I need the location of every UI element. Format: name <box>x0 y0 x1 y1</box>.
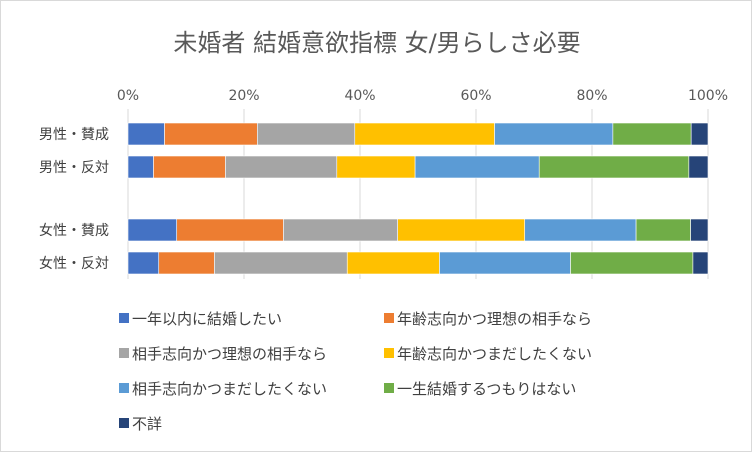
legend-swatch <box>119 418 129 428</box>
bar-segment <box>635 218 691 242</box>
bar-segment <box>225 155 338 179</box>
category-label: 女性・賛成 <box>39 222 109 239</box>
bar-segment <box>692 251 709 275</box>
bar-segment <box>354 122 495 146</box>
legend-label: 一生結婚するつもりはない <box>397 380 576 398</box>
legend-swatch <box>119 383 129 393</box>
bar-segment <box>127 122 165 146</box>
legend-label: 年齢志向かつ理想の相手なら <box>397 310 592 328</box>
category-label: 男性・反対 <box>39 160 109 176</box>
x-tick-label: 20% <box>228 88 259 104</box>
bar-segment <box>176 218 284 242</box>
bar-segment <box>538 155 690 179</box>
bars <box>127 122 709 275</box>
bar-segment <box>153 155 226 179</box>
category-label: 男性・賛成 <box>39 127 109 143</box>
x-axis-ticks: 0% 20% 40% 60% 80% 100% <box>117 88 728 104</box>
bar-segment <box>257 122 356 146</box>
legend-swatch <box>384 313 394 323</box>
x-tick-label: 100% <box>688 88 728 104</box>
x-tick-label: 40% <box>344 88 375 104</box>
category-label: 女性・反対 <box>39 255 109 272</box>
bar-segment <box>439 251 571 275</box>
bar-segment <box>524 218 637 242</box>
bar-segment <box>127 155 154 179</box>
bar-segment <box>346 251 440 275</box>
bar-segment <box>158 251 215 275</box>
bar-segment <box>570 251 694 275</box>
bar-segment <box>688 155 709 179</box>
bar-segment <box>414 155 540 179</box>
x-tick-label: 60% <box>460 88 491 104</box>
chart-title: 未婚者 結婚意欲指標 女/男らしさ必要 <box>173 29 580 57</box>
legend-label: 年齢志向かつまだしたくない <box>397 345 592 363</box>
bar-segment <box>127 218 178 242</box>
bar-segment <box>612 122 692 146</box>
bar-segment <box>690 122 709 146</box>
bar-segment <box>397 218 526 242</box>
x-tick-label: 80% <box>576 88 607 104</box>
x-tick-label: 0% <box>117 88 139 104</box>
bar-segment <box>336 155 416 179</box>
bar-segment <box>494 122 614 146</box>
legend-label: 不詳 <box>132 415 162 433</box>
bar-segment <box>214 251 348 275</box>
legend-label: 一年以内に結婚したい <box>132 310 282 328</box>
legend-swatch <box>119 348 129 358</box>
legend-swatch <box>384 348 394 358</box>
legend-swatch <box>384 383 394 393</box>
bar-segment <box>164 122 258 146</box>
legend-swatch <box>119 313 129 323</box>
bar-segment <box>690 218 709 242</box>
legend-label: 相手志向かつ理想の相手なら <box>132 345 327 363</box>
bar-segment <box>127 251 160 275</box>
bar-segment <box>283 218 399 242</box>
legend-label: 相手志向かつまだしたくない <box>132 380 327 398</box>
